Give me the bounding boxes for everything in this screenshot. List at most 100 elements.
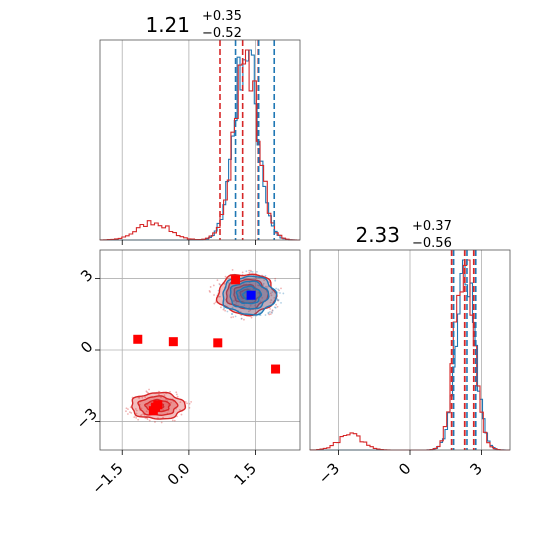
scatter-sample-point xyxy=(254,304,256,307)
scatter-sample-point xyxy=(248,306,251,309)
scatter-sample-point xyxy=(175,391,178,394)
scatter-sample-point xyxy=(241,271,244,274)
scatter-sample-point xyxy=(240,317,243,320)
scatter-red-marker xyxy=(231,275,241,285)
scatter-sample-point xyxy=(218,283,221,285)
scatter-sample-point xyxy=(277,299,280,302)
scatter-x-tick-label: 1.5 xyxy=(231,459,261,489)
param2-title-sub: −0.56 xyxy=(412,236,452,251)
scatter-sample-point xyxy=(248,269,251,272)
scatter-sample-point xyxy=(271,312,273,314)
scatter-sample-point xyxy=(270,294,273,297)
scatter-sample-point xyxy=(232,316,235,318)
scatter-sample-point xyxy=(160,421,163,424)
scatter-sample-point xyxy=(213,294,215,296)
param2-title-sup: +0.37 xyxy=(412,219,452,234)
scatter-sample-point xyxy=(226,310,229,313)
scatter-sample-point xyxy=(224,275,227,278)
scatter-sample-point xyxy=(262,282,265,285)
scatter-sample-point xyxy=(145,390,148,393)
scatter-sample-point xyxy=(188,402,191,405)
scatter-sample-point xyxy=(184,401,187,403)
scatter-sample-point xyxy=(248,271,251,274)
scatter-sample-point xyxy=(140,407,143,410)
scatter-sample-point xyxy=(267,311,270,314)
scatter-sample-point xyxy=(279,292,281,294)
scatter-sample-point xyxy=(214,301,217,304)
scatter-x-tick-label: −1.5 xyxy=(88,459,126,497)
scatter-sample-point xyxy=(234,315,237,318)
scatter-sample-point xyxy=(276,305,279,308)
scatter-sample-point xyxy=(134,408,137,410)
scatter-sample-point xyxy=(130,412,133,414)
scatter-sample-point xyxy=(231,313,234,315)
scatter-sample-point xyxy=(135,412,138,415)
scatter-sample-point xyxy=(277,299,280,301)
scatter-sample-point xyxy=(135,409,138,412)
scatter-sample-point xyxy=(269,301,272,304)
scatter-sample-point xyxy=(257,284,259,287)
scatter-red-marker xyxy=(213,338,223,348)
scatter-sample-point xyxy=(250,316,253,319)
scatter-sample-point xyxy=(249,309,252,312)
scatter-sample-point xyxy=(127,408,129,411)
scatter-sample-point xyxy=(129,406,132,409)
param1-title-sub: −0.52 xyxy=(202,26,242,41)
scatter-sample-point xyxy=(270,299,273,302)
scatter-sample-point xyxy=(237,295,240,298)
scatter-sample-point xyxy=(230,316,233,319)
scatter-sample-point xyxy=(212,284,215,287)
scatter-sample-point xyxy=(269,292,272,295)
hist2-x-tick-label: 0 xyxy=(395,459,414,478)
scatter-sample-point xyxy=(154,421,156,423)
scatter-sample-point xyxy=(160,396,162,399)
scatter-sample-point xyxy=(125,410,127,413)
scatter-sample-point xyxy=(175,393,178,396)
scatter-sample-point xyxy=(219,295,221,298)
scatter-sample-point xyxy=(128,411,131,414)
scatter-sample-point xyxy=(209,286,212,288)
scatter-sample-point xyxy=(251,271,254,273)
scatter-sample-point xyxy=(268,310,271,313)
scatter-sample-point xyxy=(176,415,178,418)
scatter-sample-point xyxy=(235,302,238,304)
scatter-sample-point xyxy=(180,413,183,416)
scatter-sample-point xyxy=(146,391,149,394)
scatter-sample-point xyxy=(176,395,179,398)
scatter-sample-point xyxy=(208,289,211,292)
scatter-sample-point xyxy=(209,291,211,293)
scatter-sample-point xyxy=(271,291,274,293)
scatter-sample-point xyxy=(135,416,138,419)
scatter-sample-point xyxy=(274,279,277,282)
scatter-sample-point xyxy=(243,304,246,306)
scatter-sample-point xyxy=(186,402,188,405)
scatter-y-tick-label: 3 xyxy=(77,266,96,285)
scatter-sample-point xyxy=(278,289,280,292)
hist1-red-series xyxy=(99,49,300,241)
scatter-sample-point xyxy=(162,416,164,419)
scatter-sample-point xyxy=(158,393,160,396)
scatter-sample-point xyxy=(141,396,144,399)
scatter-sample-point xyxy=(274,306,277,309)
scatter-sample-point xyxy=(148,388,150,391)
scatter-sample-point xyxy=(222,308,225,311)
scatter-sample-point xyxy=(252,288,255,291)
scatter-sample-point xyxy=(231,306,234,309)
scatter-sample-point xyxy=(264,314,267,316)
scatter-sample-point xyxy=(265,285,267,288)
scatter-sample-point xyxy=(259,300,262,303)
scatter-sample-point xyxy=(190,400,193,403)
scatter-sample-point xyxy=(223,307,226,310)
param2-title-main: 2.33 xyxy=(355,223,400,247)
scatter-sample-point xyxy=(257,291,259,294)
param1-title: 1.21 +0.35 −0.52 xyxy=(145,9,241,41)
scatter-sample-point xyxy=(280,287,282,290)
hist2-x-tick-label: 3 xyxy=(467,459,486,478)
scatter-sample-point xyxy=(271,309,274,312)
scatter-red-marker xyxy=(153,400,163,410)
scatter-sample-point xyxy=(277,288,279,291)
scatter-red-marker xyxy=(271,364,281,374)
param1-title-sup: +0.35 xyxy=(202,9,242,24)
hist1-blue-series xyxy=(100,49,300,241)
scatter-sample-point xyxy=(231,268,234,271)
